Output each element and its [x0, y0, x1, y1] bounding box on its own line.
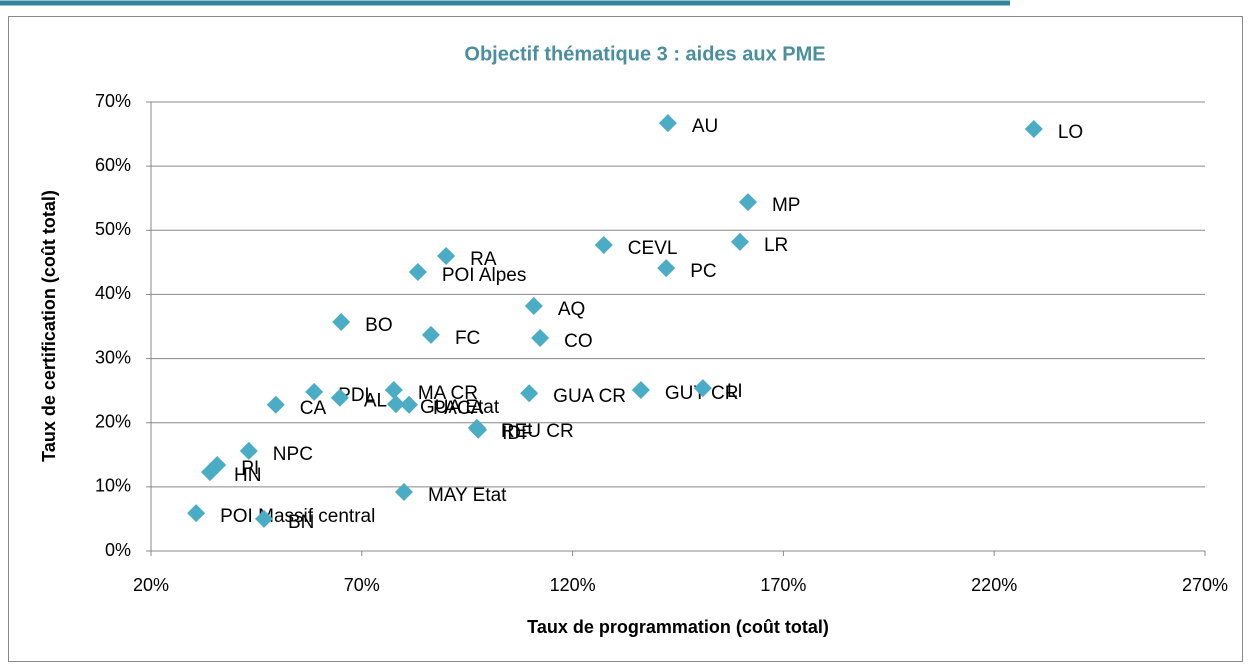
point	[266, 395, 285, 414]
point	[594, 236, 613, 255]
point	[730, 232, 749, 251]
point-label: NPC	[273, 444, 313, 465]
point-label: MAY Etat	[428, 485, 507, 506]
y-tick-label: 50%	[95, 219, 131, 239]
y-tick-label: 20%	[95, 411, 131, 431]
point-label: LI	[727, 381, 743, 402]
point-label: PDL	[338, 385, 375, 406]
point-label: FC	[455, 328, 480, 349]
point	[524, 296, 543, 315]
y-tick-label: 10%	[95, 476, 131, 496]
point-label: LR	[764, 235, 788, 256]
x-axis-title: Taux de programmation (coût total)	[527, 617, 829, 637]
point-label: MA CR	[418, 383, 478, 404]
point	[400, 395, 419, 414]
point-label: AU	[692, 116, 718, 137]
point	[254, 509, 273, 528]
point-label: BO	[365, 315, 392, 336]
point-label: CEVL	[628, 238, 678, 259]
point	[531, 329, 550, 348]
point-label: MP	[772, 195, 801, 216]
point	[332, 313, 351, 332]
point	[386, 395, 405, 414]
point-label: CA	[300, 398, 327, 419]
point-label: BN	[288, 512, 314, 533]
x-tick-label: 270%	[1182, 575, 1228, 595]
point-label: AL	[364, 391, 387, 412]
point	[394, 482, 413, 501]
point-label: LO	[1058, 122, 1083, 143]
point	[437, 246, 456, 265]
y-tick-label: 70%	[95, 91, 131, 111]
point	[693, 379, 712, 398]
point	[1024, 119, 1043, 138]
point-label: GUA Etat	[420, 397, 500, 418]
point	[408, 262, 427, 281]
point	[658, 114, 677, 133]
point	[657, 259, 676, 278]
point-label: PC	[690, 261, 716, 282]
y-tick-label: 40%	[95, 283, 131, 303]
point	[421, 325, 440, 344]
x-tick-label: 220%	[971, 575, 1017, 595]
x-tick-label: 120%	[550, 575, 596, 595]
point-label: AQ	[558, 299, 585, 320]
point-label: RA	[470, 249, 497, 270]
chart-border	[8, 16, 1243, 662]
point	[469, 420, 488, 439]
chart-title: Objectif thématique 3 : aides aux PME	[464, 43, 825, 65]
point-label: PACA	[433, 398, 484, 419]
y-tick-label: 30%	[95, 347, 131, 367]
x-tick-label: 170%	[760, 575, 806, 595]
point	[201, 463, 220, 482]
y-axis-title: Taux de certification (coût total)	[39, 190, 59, 462]
point	[187, 504, 206, 523]
point-label: IDF	[502, 423, 533, 444]
point-label: CO	[564, 331, 593, 352]
x-tick-label: 20%	[133, 575, 169, 595]
point	[384, 381, 403, 400]
x-tick-label: 70%	[344, 575, 380, 595]
point-label: REU CR	[501, 421, 574, 442]
point	[631, 381, 650, 400]
point-label: GUA CR	[553, 386, 626, 407]
point-label: POI Alpes	[442, 265, 527, 286]
y-tick-label: 0%	[105, 540, 131, 560]
point	[239, 441, 258, 460]
point	[520, 384, 539, 403]
point	[305, 382, 324, 401]
point	[738, 193, 757, 212]
point-label: PI	[241, 458, 259, 479]
y-tick-label: 60%	[95, 155, 131, 175]
point-label: HN	[234, 465, 261, 486]
point	[330, 388, 349, 407]
